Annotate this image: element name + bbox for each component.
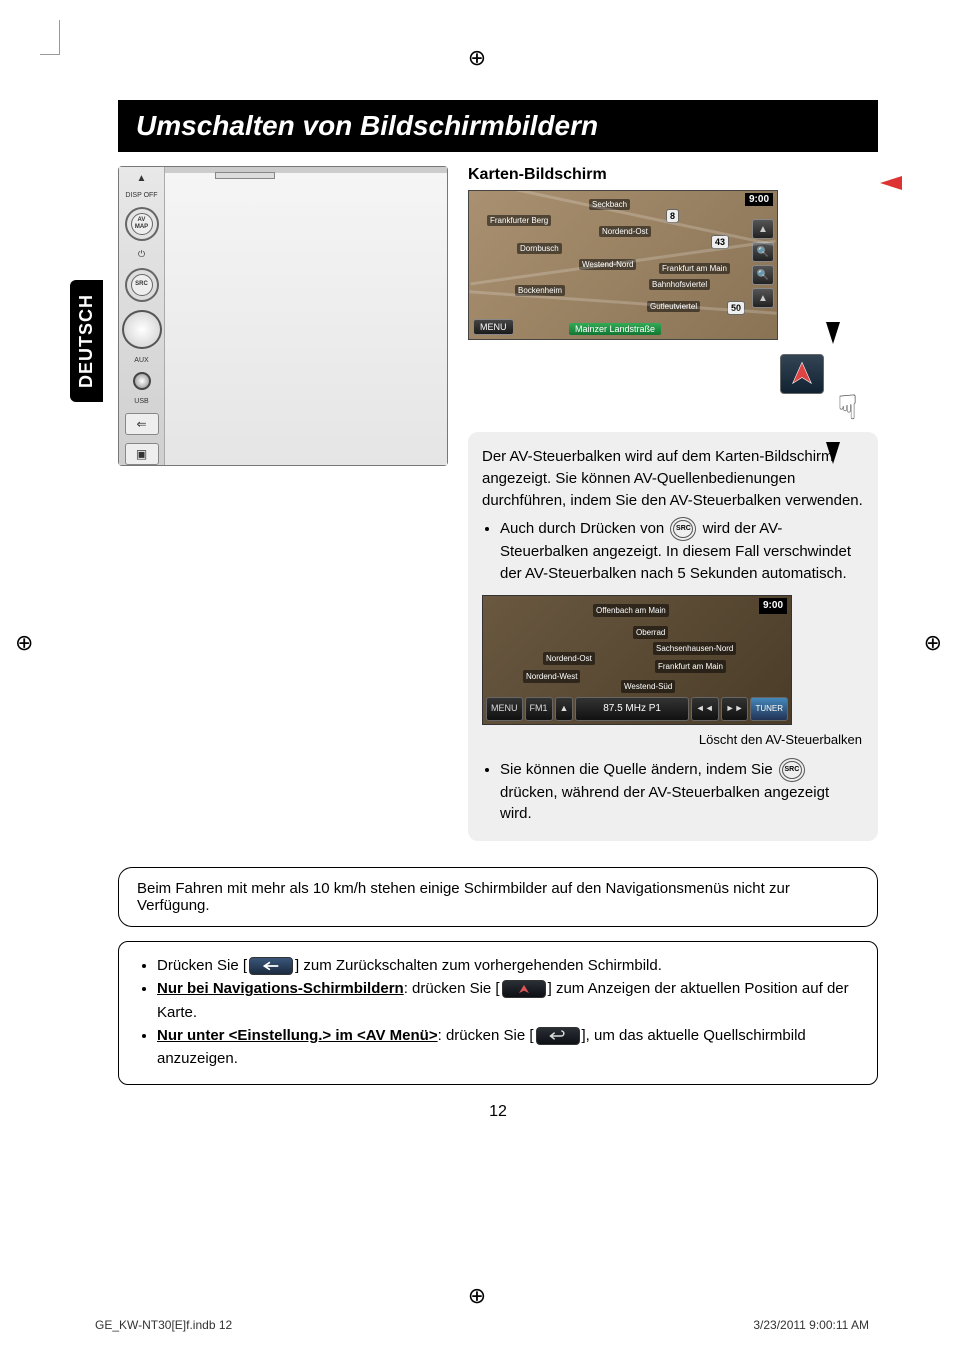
- tap-illustration: ☟: [780, 354, 858, 428]
- down-arrow-icon: [826, 322, 840, 344]
- crop-mark: [40, 20, 60, 55]
- map-place-label: Offenbach am Main: [593, 604, 669, 618]
- av-map-button: AVMAP: [125, 207, 159, 241]
- src-icon: SRC: [670, 517, 696, 541]
- prev-track-icon[interactable]: ◄◄: [691, 697, 719, 721]
- zoom-out-icon[interactable]: 🔍: [752, 265, 774, 285]
- tip-item: Nur bei Navigations-Schirmbildern: drück…: [157, 977, 857, 1024]
- clock: 9:00: [745, 193, 773, 206]
- map-place-label: Westend-Süd: [621, 680, 675, 694]
- map-place-label: Nordend-Ost: [543, 652, 595, 666]
- hand-icon: ☟: [837, 388, 858, 428]
- map-place-label: Oberrad: [633, 626, 668, 640]
- map-place-label: Dornbusch: [517, 243, 562, 254]
- usb-label: USB: [134, 398, 148, 405]
- registration-mark-icon: ⊕: [468, 1283, 486, 1309]
- driving-notice: Beim Fahren mit mehr als 10 km/h stehen …: [118, 867, 878, 927]
- nav-icon: [780, 354, 824, 394]
- registration-mark-icon: ⊕: [468, 45, 486, 71]
- map-place-label: Nordend-Ost: [599, 226, 651, 237]
- registration-mark-icon: ⊕: [924, 630, 942, 656]
- disp-off-label: DISP OFF: [125, 192, 157, 199]
- down-arrow-icon: [826, 442, 840, 464]
- frequency-display: 87.5 MHz P1: [575, 697, 688, 721]
- footer-file: GE_KW-NT30[E]f.indb 12: [95, 1318, 232, 1332]
- src-icon: SRC: [779, 758, 805, 782]
- aux-label: AUX: [134, 357, 148, 364]
- map-place-label: Frankfurt am Main: [659, 263, 730, 274]
- map-screenshot: 9:00 Seckbach Frankfurter Berg Nordend-O…: [468, 190, 778, 340]
- back-icon: [249, 957, 293, 975]
- src-button: SRC: [125, 268, 159, 302]
- menu-button[interactable]: MENU: [473, 319, 514, 335]
- map-place-label: Frankfurter Berg: [487, 215, 551, 226]
- volume-knob: [122, 310, 162, 350]
- clock: 9:00: [759, 598, 787, 615]
- callout-item: Sie können die Quelle ändern, indem Sie …: [500, 758, 864, 826]
- page-title: Umschalten von Bildschirmbildern: [118, 100, 878, 152]
- map-place-label: Sachsenhausen-Nord: [653, 642, 736, 656]
- callout-item: Auch durch Drücken von SRC wird der AV-S…: [500, 517, 864, 585]
- current-road: Mainzer Landstraße: [569, 323, 661, 335]
- av-close-caption: Löscht den AV-Steuerbalken: [482, 731, 862, 750]
- next-track-icon[interactable]: ►►: [721, 697, 749, 721]
- nav-current-icon[interactable]: ▲: [752, 288, 774, 308]
- tip-item: Drücken Sie [] zum Zurückschalten zum vo…: [157, 954, 857, 977]
- memory-icon: ▣: [125, 443, 159, 465]
- fm-band[interactable]: FM1: [525, 697, 553, 721]
- usb-icon: ⇐: [125, 413, 159, 435]
- callout-text: Der AV-Steuerbalken wird auf dem Karten-…: [482, 448, 863, 509]
- language-tab: DEUTSCH: [70, 280, 103, 402]
- map-screenshot-av: 9:00 Offenbach am Main Oberrad Sachsenha…: [482, 595, 792, 725]
- tuner-button[interactable]: TUNER: [750, 697, 788, 721]
- aux-port-icon: [133, 372, 151, 390]
- footer-timestamp: 3/23/2011 9:00:11 AM: [753, 1318, 869, 1332]
- tip-item: Nur unter <Einstellung.> im <AV Menü>: d…: [157, 1024, 857, 1071]
- page-number: 12: [118, 1103, 878, 1121]
- registration-mark-icon: ⊕: [15, 630, 33, 656]
- map-place-label: Bahnhofsviertel: [649, 279, 710, 290]
- nav-arrow-icon[interactable]: ▲: [752, 219, 774, 239]
- map-heading: Karten-Bildschirm: [468, 166, 878, 184]
- tips-box: Drücken Sie [] zum Zurückschalten zum vo…: [118, 941, 878, 1085]
- map-place-label: Frankfurt am Main: [655, 660, 726, 674]
- close-av-icon[interactable]: ▲: [555, 697, 574, 721]
- menu-button[interactable]: MENU: [486, 697, 523, 721]
- map-place-label: Nordend-West: [523, 670, 580, 684]
- info-callout: Der AV-Steuerbalken wird auf dem Karten-…: [468, 432, 878, 841]
- position-icon: [502, 980, 546, 998]
- return-icon: [536, 1027, 580, 1045]
- red-arrow-icon: [880, 176, 902, 190]
- device-illustration: ▲ DISP OFF AVMAP ⏻ SRC AUX USB ⇐ ▣: [118, 166, 448, 466]
